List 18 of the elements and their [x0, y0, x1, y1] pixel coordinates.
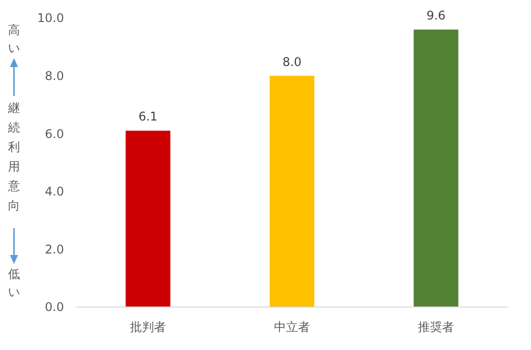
x-tick-label: 批判者 — [130, 320, 166, 334]
y-tick-label: 4.0 — [44, 184, 64, 199]
bar — [126, 130, 170, 307]
y-tick-label: 6.0 — [44, 126, 64, 141]
y-tick-label: 2.0 — [44, 242, 64, 256]
data-label: 6.1 — [138, 110, 158, 124]
text: 低い — [8, 267, 20, 299]
x-tick-label: 中立者 — [274, 320, 310, 334]
y-tick-label: 0.0 — [44, 300, 64, 314]
data-label: 8.0 — [282, 54, 302, 69]
bar — [414, 30, 458, 307]
bar — [270, 76, 314, 307]
y-axis-title: 継続利用意向 — [7, 101, 20, 212]
data-label: 9.6 — [426, 8, 446, 23]
x-tick-label: 推奨者 — [418, 320, 454, 334]
text: 高い — [8, 23, 20, 55]
y-tick-label: 10.0 — [37, 11, 64, 26]
y-tick-label: 8.0 — [44, 69, 64, 83]
